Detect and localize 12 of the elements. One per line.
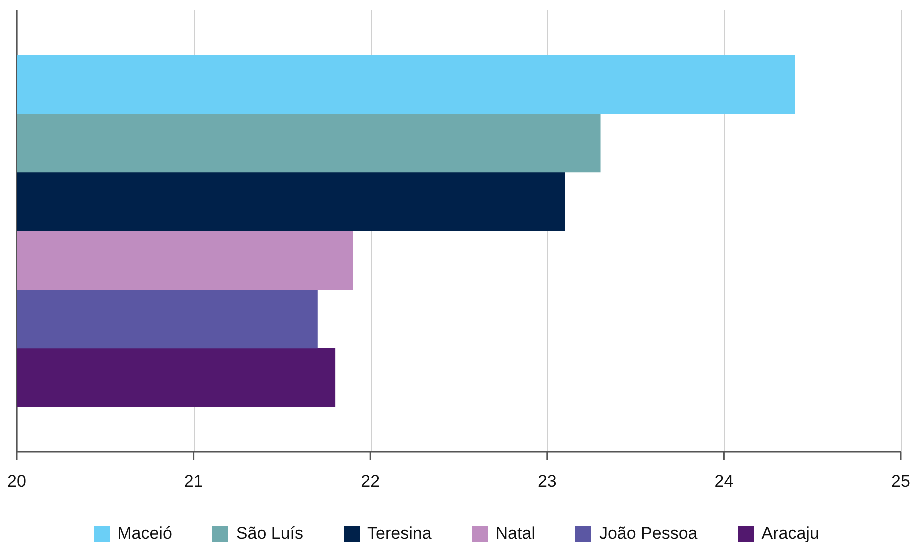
x-tick-label: 23: [538, 472, 557, 491]
legend-label: Maceió: [118, 524, 172, 544]
legend-label: Natal: [496, 524, 536, 544]
x-tick-label: 24: [714, 472, 734, 491]
x-tick-label: 22: [361, 472, 380, 491]
legend-label: São Luís: [236, 524, 304, 544]
legend-label: Aracaju: [762, 524, 820, 544]
x-tick-label: 21: [184, 472, 204, 491]
legend-label: Teresina: [368, 524, 432, 544]
x-tick-label: 20: [8, 472, 26, 491]
x-tick-label: 25: [892, 472, 910, 491]
legend-label: João Pessoa: [599, 524, 698, 544]
